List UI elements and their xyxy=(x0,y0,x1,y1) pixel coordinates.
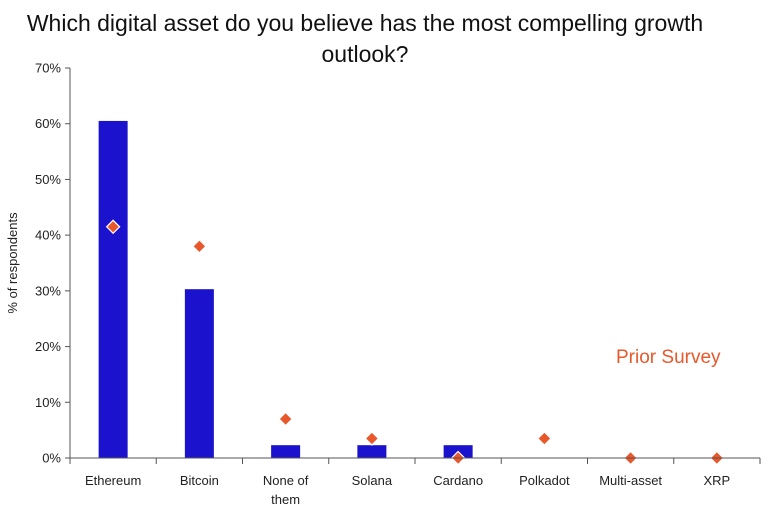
x-tick-label: Polkadot xyxy=(519,473,570,488)
chart-title: Which digital asset do you believe has t… xyxy=(26,10,704,67)
y-tick-label: 10% xyxy=(35,395,61,410)
bar xyxy=(357,445,387,458)
y-tick-label: 0% xyxy=(42,451,61,466)
x-tick-label: Bitcoin xyxy=(180,473,219,488)
bar-series xyxy=(98,120,473,458)
y-tick-label: 50% xyxy=(35,172,61,187)
prior-survey-series xyxy=(105,219,725,466)
bar xyxy=(271,445,301,458)
y-tick-label: 30% xyxy=(35,283,61,298)
x-tick-label: Cardano xyxy=(433,473,483,488)
prior-survey-marker xyxy=(105,219,121,235)
y-axis: 0% 10% 20% 30% 40% 50% 60% 70% xyxy=(35,61,71,466)
prior-survey-marker xyxy=(537,431,552,446)
legend-prior-survey: Prior Survey xyxy=(616,347,721,368)
x-tick-label: Multi-asset xyxy=(599,473,662,488)
bar xyxy=(98,120,128,458)
x-axis: Ethereum Bitcoin None of them Solana Cardano P… xyxy=(69,457,761,507)
bar xyxy=(184,289,214,458)
y-tick-label: 20% xyxy=(35,339,61,354)
x-tick-label: Ethereum xyxy=(85,473,141,488)
prior-survey-marker xyxy=(192,238,207,254)
x-tick-label: XRP xyxy=(704,473,731,488)
prior-survey-marker xyxy=(278,411,293,427)
prior-survey-marker xyxy=(364,431,380,446)
y-tick-label: 70% xyxy=(35,61,61,76)
y-tick-label: 40% xyxy=(35,228,61,243)
x-tick-label: Solana xyxy=(352,473,393,488)
y-tick-label: 60% xyxy=(35,116,61,131)
y-axis-label: % of respondents xyxy=(5,212,20,314)
x-tick-label: None of them xyxy=(263,473,309,507)
